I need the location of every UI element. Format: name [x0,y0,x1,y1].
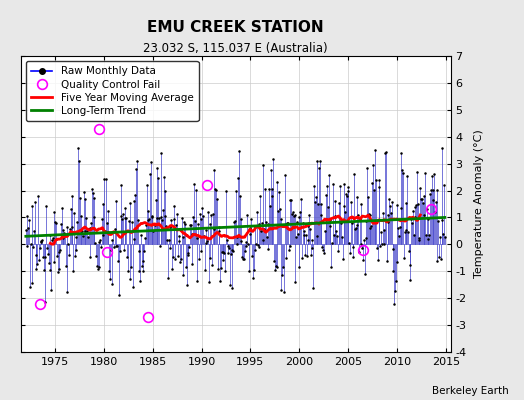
Text: EMU CREEK STATION: EMU CREEK STATION [147,20,324,35]
Text: Berkeley Earth: Berkeley Earth [432,386,508,396]
Text: 23.032 S, 115.037 E (Australia): 23.032 S, 115.037 E (Australia) [144,42,328,55]
Y-axis label: Temperature Anomaly (°C): Temperature Anomaly (°C) [474,130,484,278]
Legend: Raw Monthly Data, Quality Control Fail, Five Year Moving Average, Long-Term Tren: Raw Monthly Data, Quality Control Fail, … [26,61,199,121]
